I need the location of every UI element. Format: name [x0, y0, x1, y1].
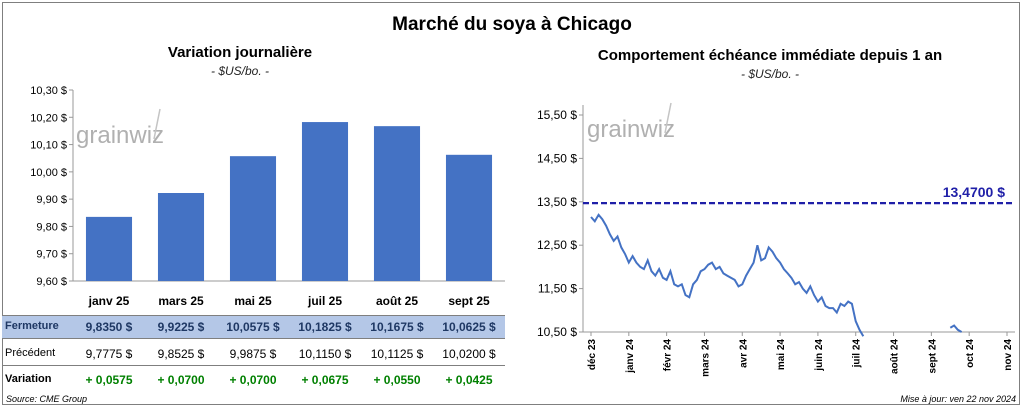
variation-cell: + 0,0425: [445, 373, 493, 387]
x-tick-label: août 25: [376, 294, 418, 308]
x-tick-label: févr 24: [663, 339, 674, 372]
left-chart-title: Variation journalière: [167, 44, 313, 61]
x-tick-label: juil 24: [852, 339, 863, 369]
target-label: 13,4700 $: [943, 184, 1005, 200]
line-chart: 10,50 $ 11,50 $ 12,50 $ 13,50 $ 14,50 $ 15,50…: [537, 102, 1016, 385]
fermeture-row-bg: [2, 315, 505, 339]
fermeture-label: Fermeture: [5, 320, 59, 332]
x-tick-label: mars 24: [700, 339, 711, 377]
x-tick-label: mars 25: [158, 294, 204, 308]
fermeture-cell: 10,0575 $: [226, 320, 280, 334]
y-tick-label: 10,10 $: [30, 140, 67, 152]
y-tick-label: 10,00 $: [30, 167, 67, 179]
x-tick-label: sept 24: [927, 339, 938, 374]
right-chart-subtitle: - $US/bo. -: [740, 67, 800, 81]
fermeture-cell: 9,9225 $: [157, 320, 205, 334]
bar-5: [445, 154, 493, 281]
y-tick-label: 13,50 $: [537, 195, 577, 209]
right-watermark-stalk: [664, 102, 672, 134]
left-chart-subtitle: - $US/bo. -: [210, 64, 270, 78]
update-note: Mise à jour: ven 22 nov 2024: [900, 394, 1016, 404]
price-line-0: [590, 213, 865, 337]
precedent-cell: 9,7775 $: [85, 347, 133, 361]
variation-cell: + 0,0675: [301, 373, 349, 387]
precedent-cell: 10,1125 $: [370, 347, 424, 361]
axis-mask: [584, 333, 1016, 385]
bar-chart: 9,60 $ 9,70 $ 9,80 $ 9,90 $ 10,00 $ 10,10 $ 10…: [30, 85, 505, 308]
y-tick-label: 11,50 $: [538, 282, 577, 296]
y-tick-label: 9,90 $: [36, 194, 67, 206]
y-tick-label: 10,20 $: [30, 112, 67, 124]
precedent-cell: 10,1150 $: [298, 347, 352, 361]
x-tick-label: mai 25: [234, 294, 272, 308]
precedent-cell: 9,8525 $: [157, 347, 205, 361]
x-tick-label: avr 24: [738, 339, 749, 368]
bar-2: [229, 156, 277, 281]
y-tick-label: 12,50 $: [537, 238, 577, 252]
y-tick-label: 10,30 $: [30, 85, 67, 97]
bar-4: [373, 126, 421, 282]
fermeture-cell: 10,0625 $: [442, 320, 496, 334]
x-tick-label: mai 24: [776, 339, 787, 371]
source-note: Source: CME Group: [6, 394, 88, 404]
price-line-1: [949, 324, 963, 333]
y-tick-label: 15,50 $: [537, 108, 577, 122]
precedent-cell: 10,0200 $: [442, 347, 496, 361]
bar-3: [301, 122, 349, 281]
precedent-cell: 9,9875 $: [229, 347, 277, 361]
variation-cell: + 0,0700: [229, 373, 277, 387]
variation-cell: + 0,0550: [373, 373, 421, 387]
y-tick-label: 10,50 $: [537, 325, 577, 339]
y-tick-label: 9,80 $: [36, 221, 67, 233]
fermeture-cell: 9,8350 $: [85, 320, 133, 334]
fermeture-cell: 10,1675 $: [370, 320, 424, 334]
variation-cell: + 0,0700: [157, 373, 205, 387]
table-divider: [2, 365, 505, 366]
variation-label: Variation: [5, 373, 52, 385]
right-watermark-text: grainwiz: [587, 116, 675, 143]
left-watermark: grainwiz: [76, 108, 164, 149]
right-chart-title: Comportement échéance immédiate depuis 1…: [597, 47, 943, 64]
y-tick-label: 9,70 $: [36, 249, 67, 261]
variation-cell: + 0,0575: [85, 373, 133, 387]
x-tick-label: oct 24: [965, 339, 976, 368]
x-tick-label: nov 24: [1003, 339, 1014, 371]
x-tick-label: sept 25: [448, 294, 490, 308]
x-tick-label: janv 24: [625, 339, 636, 374]
bar-1: [157, 193, 205, 281]
precedent-label: Précédent: [5, 347, 56, 359]
x-tick-label: déc 23: [587, 339, 598, 371]
x-tick-label: juin 24: [814, 339, 825, 372]
x-tick-label: janv 25: [88, 294, 130, 308]
right-watermark: grainwiz: [587, 102, 675, 143]
y-tick-label: 14,50 $: [537, 151, 577, 165]
bar-0: [85, 216, 133, 281]
fermeture-cell: 10,1825 $: [298, 320, 352, 334]
page-title: Marché du soya à Chicago: [392, 14, 632, 35]
x-tick-label: juil 25: [307, 294, 342, 308]
left-watermark-stalk: [153, 108, 161, 140]
y-tick-label: 9,60 $: [36, 276, 67, 288]
left-watermark-text: grainwiz: [76, 122, 164, 149]
outer-frame: [2, 2, 1020, 405]
x-tick-label: août 24: [890, 339, 901, 374]
